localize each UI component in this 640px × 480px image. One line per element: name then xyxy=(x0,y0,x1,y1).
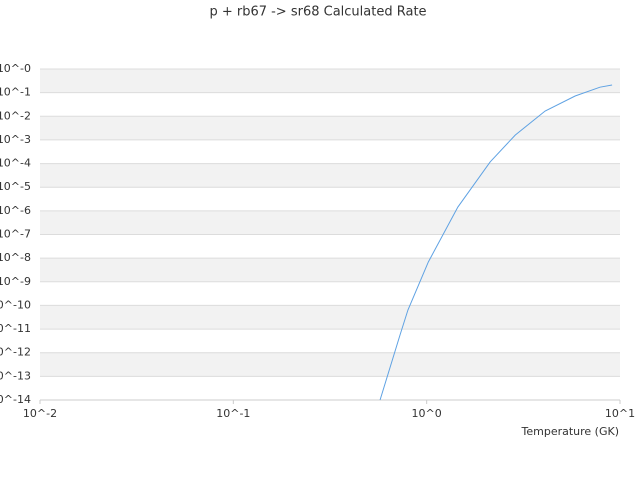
grid-band xyxy=(40,69,620,93)
y-tick-label: 10^-11 xyxy=(0,322,31,335)
y-tick-label: 10^-10 xyxy=(0,298,31,311)
y-tick-label: 10^-8 xyxy=(0,251,31,264)
y-tick-label: 10^-0 xyxy=(0,62,31,75)
y-tick-label: 10^-5 xyxy=(0,180,31,193)
y-tick-label: 10^-2 xyxy=(0,109,31,122)
x-tick-label: 10^1 xyxy=(605,407,635,420)
y-tick-label: 10^-12 xyxy=(0,346,31,359)
grid-band xyxy=(40,116,620,140)
x-axis-label: Temperature (GK) xyxy=(521,425,620,438)
x-tick-label: 10^-2 xyxy=(23,407,57,420)
y-tick-label: 10^-4 xyxy=(0,157,31,170)
y-tick-label: 10^-13 xyxy=(0,369,31,382)
x-tick-label: 10^0 xyxy=(412,407,442,420)
x-tick-label: 10^-1 xyxy=(216,407,250,420)
grid-band xyxy=(40,258,620,282)
y-tick-label: 10^-3 xyxy=(0,133,31,146)
y-tick-label: 10^-14 xyxy=(0,393,31,406)
line xyxy=(379,84,613,401)
chart-title: p + rb67 -> sr68 Calculated Rate xyxy=(209,5,426,20)
y-tick-label: 10^-1 xyxy=(0,86,31,99)
grid-band xyxy=(40,305,620,330)
y-tick-label: 10^-6 xyxy=(0,204,31,217)
grid-band xyxy=(40,210,620,235)
y-tick-label: 10^-7 xyxy=(0,228,31,241)
grid-band xyxy=(40,352,620,377)
y-tick-label: 10^-9 xyxy=(0,275,31,288)
grid-band xyxy=(40,163,620,188)
